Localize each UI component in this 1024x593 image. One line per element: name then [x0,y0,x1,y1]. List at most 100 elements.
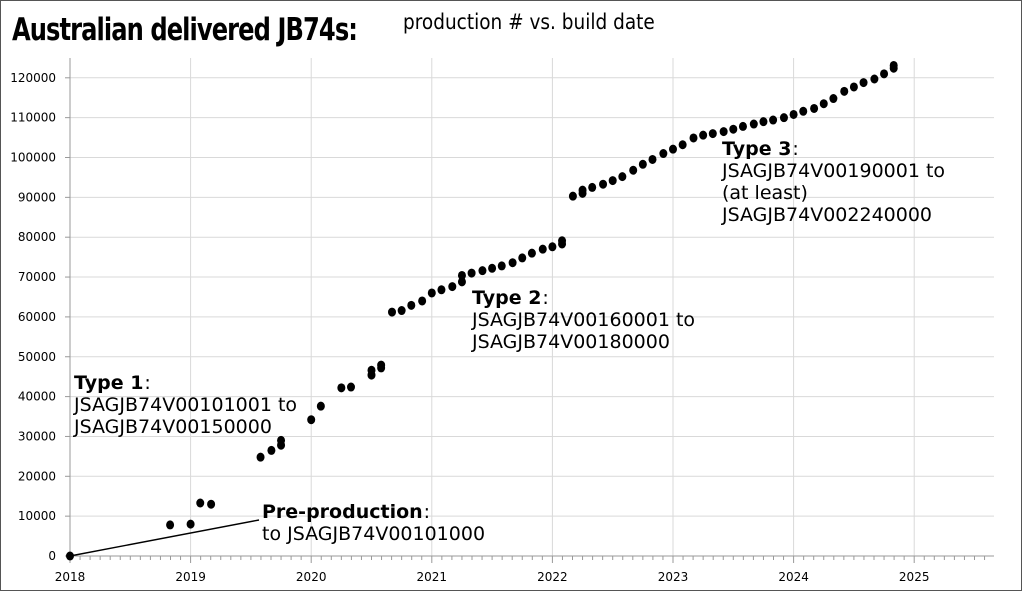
data-point [307,415,316,425]
data-point [719,127,728,137]
data-point [467,268,476,278]
data-point [478,266,487,276]
data-point [166,520,175,530]
data-point [889,60,898,70]
data-point [418,296,427,306]
annotation-line: JSAGJB74V00190001 to [721,160,945,182]
annotation-colon: : [792,138,798,160]
annotation-title: Type 2 [472,287,541,309]
annotation-colon: : [542,287,548,309]
y-tick-label: 40000 [18,390,56,404]
data-point [810,103,819,113]
y-tick-label: 10000 [18,509,56,523]
data-point [618,172,627,182]
data-point [427,288,436,298]
data-point [849,82,858,92]
data-points [66,60,898,561]
data-point [407,300,416,310]
data-point [488,263,497,273]
x-tick-label: 2019 [175,570,206,584]
data-point [840,86,849,96]
data-point [799,106,808,116]
data-point [448,282,457,292]
chart-title-block: Australian delivered JB74s: [12,12,454,48]
annotation-line: to JSAGJB74V00101000 [262,523,485,545]
data-point [267,445,276,455]
x-tick-label: 2018 [55,570,86,584]
data-point [859,78,868,88]
annotation-colon: : [424,501,430,523]
annotation-line: JSAGJB74V00160001 to [471,309,695,331]
data-point [457,270,466,280]
annotation-title: Pre-production [262,501,423,523]
y-tick-label: 100000 [10,151,56,165]
data-point [779,113,788,123]
data-point [678,140,687,150]
y-tick-label: 80000 [18,230,56,244]
data-point [829,94,838,104]
x-tick-label: 2025 [899,570,930,584]
data-point [497,261,506,271]
y-tick-label: 110000 [10,111,56,125]
y-tick-label: 50000 [18,350,56,364]
chart-subtitle: production # vs. build date [403,10,655,34]
y-tick-label: 120000 [10,71,56,85]
data-point [648,154,657,164]
data-point [337,383,346,393]
grid-lines [70,58,994,556]
y-tick-label: 90000 [18,190,56,204]
data-point [207,499,216,509]
y-tick-label: 30000 [18,429,56,443]
data-point [629,165,638,175]
annotation-title: Type 1 [74,372,143,394]
data-point [659,149,668,159]
data-point [277,435,286,445]
data-point [196,498,205,508]
data-point [186,519,195,529]
axes [65,58,994,563]
data-point [518,253,527,263]
data-point [880,69,889,79]
data-point [578,185,587,195]
data-point [599,179,608,189]
data-point [789,109,798,119]
annotation-title: Type 3 [722,138,791,160]
data-point [397,306,406,316]
data-point [437,285,446,295]
data-point [608,176,617,186]
annotation-colon: : [144,372,150,394]
annotation-line: JSAGJB74V002240000 [721,204,932,226]
data-point [346,382,355,392]
data-point [819,99,828,109]
annotation-pointer-line [69,519,260,557]
x-tick-label: 2020 [296,570,327,584]
data-point [749,119,758,129]
annotation-line: JSAGJB74V00101001 to [73,394,297,416]
chart-title: Australian delivered JB74s: [12,12,358,48]
y-tick-label: 70000 [18,270,56,284]
data-point [388,307,397,317]
data-point [256,452,265,462]
annotation-line: (at least) [722,182,808,204]
data-point [759,117,768,127]
data-point [527,248,536,258]
data-point [769,115,778,125]
data-point [558,236,567,246]
data-point [729,124,738,134]
y-tick-label: 60000 [18,310,56,324]
data-point [588,182,597,192]
annotation-line: JSAGJB74V00180000 [471,331,670,353]
data-point [377,360,386,370]
x-tick-label: 2022 [537,570,568,584]
data-point [638,159,647,169]
data-point [538,244,547,254]
y-tick-label: 0 [48,549,56,563]
data-point [669,144,677,154]
x-tick-label: 2023 [658,570,689,584]
x-tick-label: 2021 [417,570,448,584]
data-point [508,258,517,268]
data-point [870,74,879,84]
x-tick-labels: 2018 2019 2020 2021 2022 2023 2024 2025 [55,570,930,584]
data-point [699,130,708,140]
